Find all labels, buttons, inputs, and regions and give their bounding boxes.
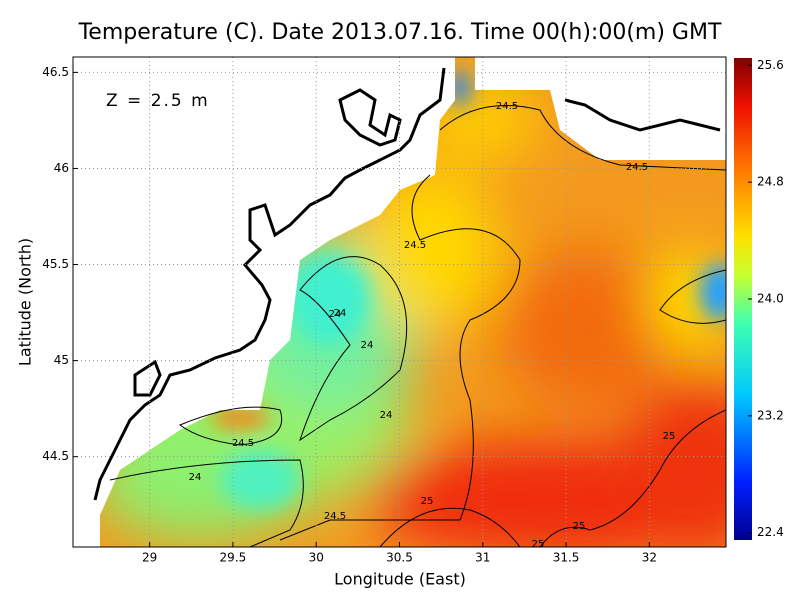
colorbar-tick-label: 24.8 — [757, 175, 784, 189]
contour-label: 24.5 — [324, 511, 346, 522]
x-tick-label: 31.5 — [553, 551, 580, 565]
contour-label: 25 — [663, 431, 676, 442]
contour-label: 24 — [380, 410, 393, 421]
contour-label: 24.5 — [626, 162, 648, 173]
contour-label: 24.5 — [232, 438, 254, 449]
y-tick-label: 45.5 — [42, 257, 69, 271]
colorbar — [734, 58, 752, 540]
x-tick-label: 32 — [642, 551, 657, 565]
contours — [109, 105, 726, 547]
y-tick-label: 46 — [54, 161, 69, 175]
coastline — [93, 67, 721, 501]
y-tick-label: 44.5 — [42, 449, 69, 463]
contour-label: 24 — [334, 308, 347, 319]
colorbar-tick-label: 23.2 — [757, 408, 784, 422]
x-tick-label: 30.5 — [386, 551, 413, 565]
contour-label: 25 — [573, 521, 586, 532]
colorbar-tick-label: 24.0 — [757, 292, 784, 306]
contour-label: 24.5 — [496, 101, 518, 112]
colorbar-tick-label: 25.6 — [757, 58, 784, 72]
contour-label: 24.5 — [404, 240, 426, 251]
y-tick-label: 46.5 — [42, 65, 69, 79]
grid — [73, 57, 726, 547]
contour-label: 24 — [361, 340, 374, 351]
contour-labels: 24.5 24.5 24.5 24 24 24 24 24.5 24 24.5 … — [189, 101, 676, 550]
x-tick-label: 29.5 — [220, 551, 247, 565]
depth-annotation: Z = 2.5 m — [106, 91, 210, 111]
colorbar-tick-label: 22.4 — [757, 525, 784, 539]
x-axis-label: Longitude (East) — [334, 570, 466, 589]
axes: 29 29.5 30 30.5 31 31.5 32 44.5 45 45.5 46 46.5 22.4… — [42, 58, 783, 565]
x-tick-label: 31 — [475, 551, 490, 565]
contour-label: 24 — [329, 309, 342, 320]
temperature-field: 24.5 24.5 24.5 24 24 24 24 24.5 24 24.5 … — [73, 57, 726, 550]
y-axis-label: Latitude (North) — [16, 238, 35, 366]
contour-label: 25 — [421, 496, 434, 507]
y-tick-label: 45 — [54, 353, 69, 367]
title: Temperature (C). Date 2013.07.16. Time 0… — [78, 20, 722, 45]
x-tick-label: 30 — [309, 551, 324, 565]
contour-label: 24 — [189, 472, 202, 483]
x-tick-label: 29 — [142, 551, 157, 565]
contour-label: 25 — [532, 539, 545, 550]
